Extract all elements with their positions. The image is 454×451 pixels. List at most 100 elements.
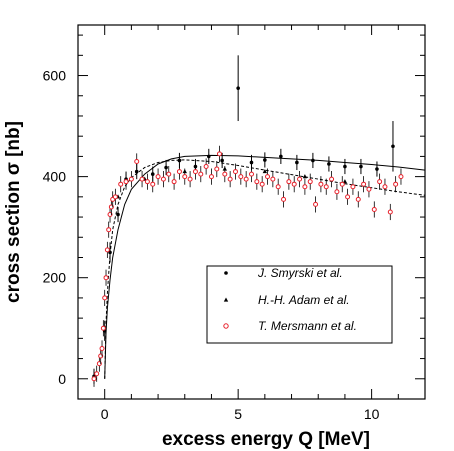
mersmann-point	[339, 181, 345, 187]
mersmann-point	[182, 174, 188, 180]
legend-markers	[223, 271, 229, 329]
mersmann-point	[203, 164, 209, 170]
mersmann-point	[366, 186, 372, 192]
mersmann-point	[313, 201, 319, 207]
smyrski-point	[343, 164, 347, 169]
mersmann-point	[139, 176, 145, 182]
mersmann-point	[232, 169, 238, 175]
legend-marker-mersmann	[223, 323, 229, 329]
mersmann-point	[249, 171, 254, 177]
smyrski-point	[295, 160, 299, 165]
mersmann-point	[355, 196, 361, 202]
mersmann-point	[243, 176, 249, 182]
mersmann-point	[297, 176, 303, 182]
y-tick-label: 600	[43, 68, 67, 84]
mersmann-point	[281, 196, 287, 202]
mersmann-point	[398, 174, 404, 180]
mersmann-point	[91, 376, 97, 382]
smyrski-point	[375, 167, 379, 171]
mersmann-point	[254, 179, 260, 185]
axis-ticks: 0 5 10 0 200 400 600	[43, 25, 426, 422]
mersmann-point	[371, 206, 377, 212]
mersmann-point	[350, 184, 356, 190]
mersmann-point	[102, 295, 108, 301]
x-axis-title: excess energy Q [MeV]	[162, 429, 370, 450]
y-axis-title: cross section σ [nb]	[3, 121, 24, 303]
mersmann-point	[103, 275, 109, 281]
mersmann-point	[99, 345, 105, 351]
smyrski-point	[327, 162, 331, 166]
mersmann-point	[361, 181, 367, 187]
mersmann-point	[106, 227, 112, 233]
mersmann-point	[323, 184, 329, 190]
legend: J. Smyrski et al. H.-H. Adam et al. T. M…	[206, 265, 393, 344]
mersmann-point	[345, 194, 351, 200]
y-tick-label: 200	[43, 270, 67, 286]
mersmann-point	[286, 179, 292, 185]
smyrski-point	[249, 160, 254, 165]
mersmann-point	[216, 151, 222, 157]
mersmann-point	[382, 184, 388, 190]
mersmann-point	[160, 176, 166, 182]
mersmann-point	[155, 174, 161, 180]
smyrski-point	[311, 158, 315, 163]
mersmann-point	[144, 179, 150, 185]
smyrski-point	[177, 158, 182, 163]
legend-label-mersmann: T. Mersmann et al.	[258, 319, 357, 333]
mersmann-point	[128, 176, 134, 182]
mersmann-point	[238, 174, 244, 180]
mersmann-point	[100, 325, 106, 331]
mersmann-point	[104, 247, 110, 253]
y-tick-label: 0	[58, 371, 66, 387]
legend-marker-smyrski	[224, 271, 228, 275]
mersmann-point	[187, 176, 193, 182]
adam-point	[302, 174, 308, 179]
smyrski-point	[279, 154, 283, 159]
x-tick-label: 5	[234, 406, 242, 422]
smyrski-point	[206, 154, 211, 159]
smyrski-point	[391, 144, 395, 149]
smyrski-point	[116, 212, 120, 217]
data-points	[91, 55, 404, 387]
x-tick-label: 10	[364, 406, 380, 422]
mersmann-point	[208, 174, 214, 180]
mersmann-point	[334, 189, 340, 195]
mersmann-point	[393, 181, 399, 187]
y-tick-label: 400	[43, 169, 67, 185]
mersmann-point	[176, 169, 182, 175]
mersmann-point	[377, 179, 383, 185]
mersmann-point	[302, 184, 308, 190]
mersmann-point	[214, 166, 220, 172]
mersmann-point	[291, 181, 297, 187]
adam-point	[342, 179, 348, 184]
adam-point	[262, 169, 268, 174]
mersmann-point	[329, 176, 335, 182]
mersmann-point	[112, 194, 118, 200]
smyrski-point	[236, 86, 240, 90]
smyrski-point	[220, 158, 224, 163]
fit-curves	[104, 154, 426, 379]
smyrski-point	[164, 165, 168, 170]
smyrski-point	[263, 158, 267, 162]
mersmann-point	[150, 181, 156, 187]
plot-axes	[77, 24, 426, 400]
mersmann-point	[318, 181, 324, 187]
mersmann-point	[192, 169, 198, 175]
mersmann-point	[94, 371, 100, 377]
smyrski-point	[134, 169, 139, 174]
mersmann-point	[270, 176, 276, 182]
mersmann-point	[275, 184, 281, 190]
mersmann-point	[134, 158, 140, 164]
smyrski-point	[359, 164, 363, 169]
mersmann-point	[171, 179, 177, 185]
fit-curve-dashed	[104, 159, 426, 379]
x-tick-label: 0	[101, 406, 109, 422]
legend-box	[206, 265, 393, 344]
plot-frame	[77, 24, 426, 400]
legend-marker-adam	[223, 297, 229, 302]
mersmann-point	[166, 171, 172, 177]
fit-curve-solid	[104, 154, 426, 379]
mersmann-point	[198, 171, 204, 177]
